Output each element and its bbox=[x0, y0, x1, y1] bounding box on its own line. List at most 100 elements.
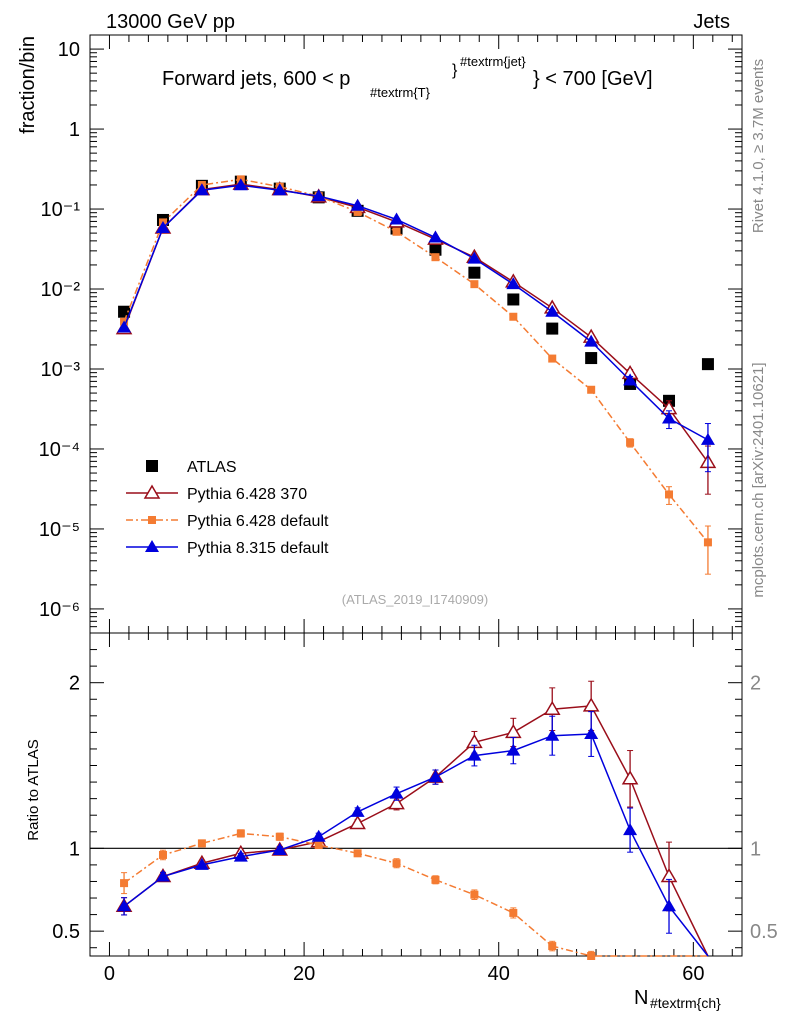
data-point-p6_370 bbox=[505, 723, 522, 739]
data-point-p8_default bbox=[194, 857, 209, 870]
data-point-atlas bbox=[585, 352, 598, 365]
data-point-atlas bbox=[118, 305, 131, 318]
series-p6_370 bbox=[115, 175, 717, 495]
header-energy: 13000 GeV pp bbox=[106, 11, 235, 33]
title-main: Forward jets, 600 < p bbox=[162, 68, 350, 90]
data-point-p8_default bbox=[662, 899, 677, 912]
series-p8_default bbox=[117, 711, 709, 957]
series-p6_370 bbox=[115, 680, 709, 957]
series-line-p6_default bbox=[123, 178, 709, 543]
data-point-p6_default bbox=[158, 850, 167, 859]
data-point-p8_default bbox=[155, 869, 170, 882]
data-point-atlas bbox=[546, 322, 559, 335]
legend-marker-p8_default bbox=[145, 540, 159, 552]
data-point-p6_default bbox=[353, 207, 362, 216]
main-series-group bbox=[115, 175, 717, 575]
data-point-p8_default bbox=[311, 829, 326, 842]
y-tick-label: 0.5 bbox=[52, 921, 80, 943]
x-tick-label: 60 bbox=[682, 963, 704, 985]
data-point-p8_default bbox=[506, 277, 521, 290]
legend-marker-atlas bbox=[146, 460, 158, 472]
data-point-p6_default bbox=[470, 890, 479, 899]
data-point-p8_default bbox=[623, 373, 638, 386]
y-tick-label-right: 1 bbox=[750, 838, 761, 860]
data-point-p6_370 bbox=[621, 770, 639, 785]
data-point-p6_default bbox=[314, 841, 323, 850]
data-point-p6_default bbox=[587, 385, 596, 394]
title-end: } < 700 [GeV] bbox=[533, 68, 653, 90]
title-sup: #textrm{jet} bbox=[460, 54, 526, 69]
data-point-p8_default bbox=[311, 189, 326, 202]
data-point-p8_default bbox=[467, 748, 482, 761]
data-point-p8_default bbox=[389, 212, 404, 225]
ratio-panel-frame bbox=[89, 632, 743, 957]
data-point-p8_default bbox=[155, 220, 170, 233]
data-point-p6_default bbox=[431, 253, 440, 262]
data-point-atlas bbox=[507, 293, 520, 306]
y-tick-label: 10⁻⁴ bbox=[39, 439, 80, 461]
data-point-atlas bbox=[701, 358, 714, 371]
main-title: Forward jets, 600 < p bbox=[162, 68, 350, 90]
series-line-p6_default bbox=[123, 832, 708, 957]
data-point-p8_default bbox=[545, 728, 560, 741]
data-point-p6_default bbox=[197, 839, 206, 848]
series-p8_default bbox=[117, 178, 715, 473]
data-point-p8_default bbox=[584, 334, 599, 347]
data-point-p8_default bbox=[233, 178, 248, 191]
data-point-p6_default bbox=[236, 829, 245, 838]
y-tick-label: 1 bbox=[69, 119, 80, 141]
data-point-p8_default bbox=[272, 183, 287, 196]
header-jets: Jets bbox=[693, 11, 730, 33]
x-tick-label: 20 bbox=[293, 963, 315, 985]
data-point-p6_default bbox=[392, 227, 401, 236]
data-point-atlas bbox=[429, 243, 442, 256]
series-line-p6_370 bbox=[123, 705, 709, 957]
data-point-p8_default bbox=[623, 823, 638, 836]
y-tick-label: 1 bbox=[69, 838, 80, 860]
x-tick-label: 40 bbox=[488, 963, 510, 985]
data-point-p6_default bbox=[703, 538, 712, 547]
data-point-p6_default bbox=[120, 879, 129, 888]
legend-label-atlas: ATLAS bbox=[187, 459, 237, 476]
data-point-p6_370 bbox=[349, 814, 366, 830]
data-point-p8_default bbox=[428, 230, 443, 243]
ratio-y-ticks: 2 2 1 1 0.5 0.5 bbox=[52, 649, 778, 949]
xlabel-n: N bbox=[634, 987, 648, 1009]
data-point-p8_default bbox=[350, 198, 365, 211]
data-point-p8_default bbox=[545, 304, 560, 317]
data-point-p8_default bbox=[194, 183, 209, 196]
y-tick-label: 10⁻⁵ bbox=[39, 519, 80, 541]
watermark: (ATLAS_2019_I1740909) bbox=[342, 592, 488, 607]
data-point-p6_default bbox=[275, 832, 284, 841]
data-point-p6_default bbox=[431, 875, 440, 884]
rivet-label: Rivet 4.1.0, ≥ 3.7M events bbox=[750, 59, 767, 233]
main-x-ticks bbox=[108, 35, 733, 633]
y-tick-label: 10⁻² bbox=[41, 279, 81, 301]
data-point-p8_default bbox=[117, 320, 132, 333]
ratio-ylabel: Ratio to ATLAS bbox=[25, 739, 42, 840]
legend-marker-p6_370 bbox=[143, 484, 161, 499]
data-point-p6_default bbox=[587, 952, 596, 960]
data-point-p6_default bbox=[470, 280, 479, 289]
data-point-p6_370 bbox=[388, 795, 405, 810]
series-line-p8_default bbox=[123, 733, 709, 957]
main-y-ticks: 10 1 10⁻¹ 10⁻² 10⁻³ 10⁻⁴ 10⁻⁵ 10⁻⁶ bbox=[39, 39, 742, 634]
main-ylabel: fraction/bin bbox=[17, 36, 39, 134]
data-point-p8_default bbox=[389, 786, 404, 799]
legend-label-p8_default: Pythia 8.315 default bbox=[187, 540, 329, 557]
series-p6_default bbox=[120, 829, 708, 960]
y-tick-label: 10⁻¹ bbox=[41, 199, 81, 221]
y-tick-label-right: 0.5 bbox=[750, 921, 778, 943]
data-point-atlas bbox=[468, 266, 481, 279]
legend-label-p6_default: Pythia 6.428 default bbox=[187, 513, 329, 530]
y-tick-label: 2 bbox=[69, 673, 80, 695]
data-point-p8_default bbox=[700, 432, 715, 445]
title-sub: #textrm{T} bbox=[370, 85, 431, 100]
data-point-p8_default bbox=[662, 411, 677, 424]
data-point-p8_default bbox=[506, 743, 521, 756]
legend-label-p6_370: Pythia 6.428 370 bbox=[187, 486, 307, 503]
xlabel-sub: #textrm{ch} bbox=[650, 995, 721, 1011]
data-point-p8_default bbox=[584, 727, 599, 740]
data-point-p6_default bbox=[509, 312, 518, 321]
